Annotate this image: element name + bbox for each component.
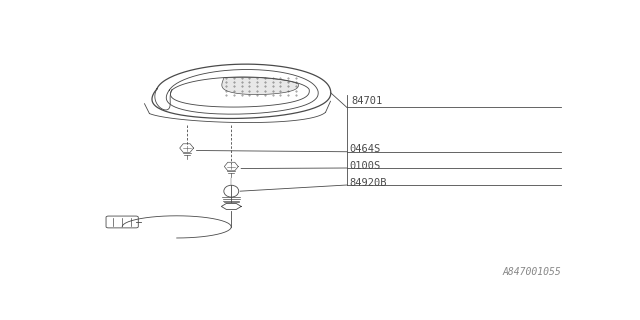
Text: 84920B: 84920B [349,178,387,188]
Text: 0100S: 0100S [349,161,381,171]
Text: 84701: 84701 [352,96,383,106]
Polygon shape [222,77,298,94]
Text: 0464S: 0464S [349,144,381,154]
Text: A847001055: A847001055 [502,268,561,277]
